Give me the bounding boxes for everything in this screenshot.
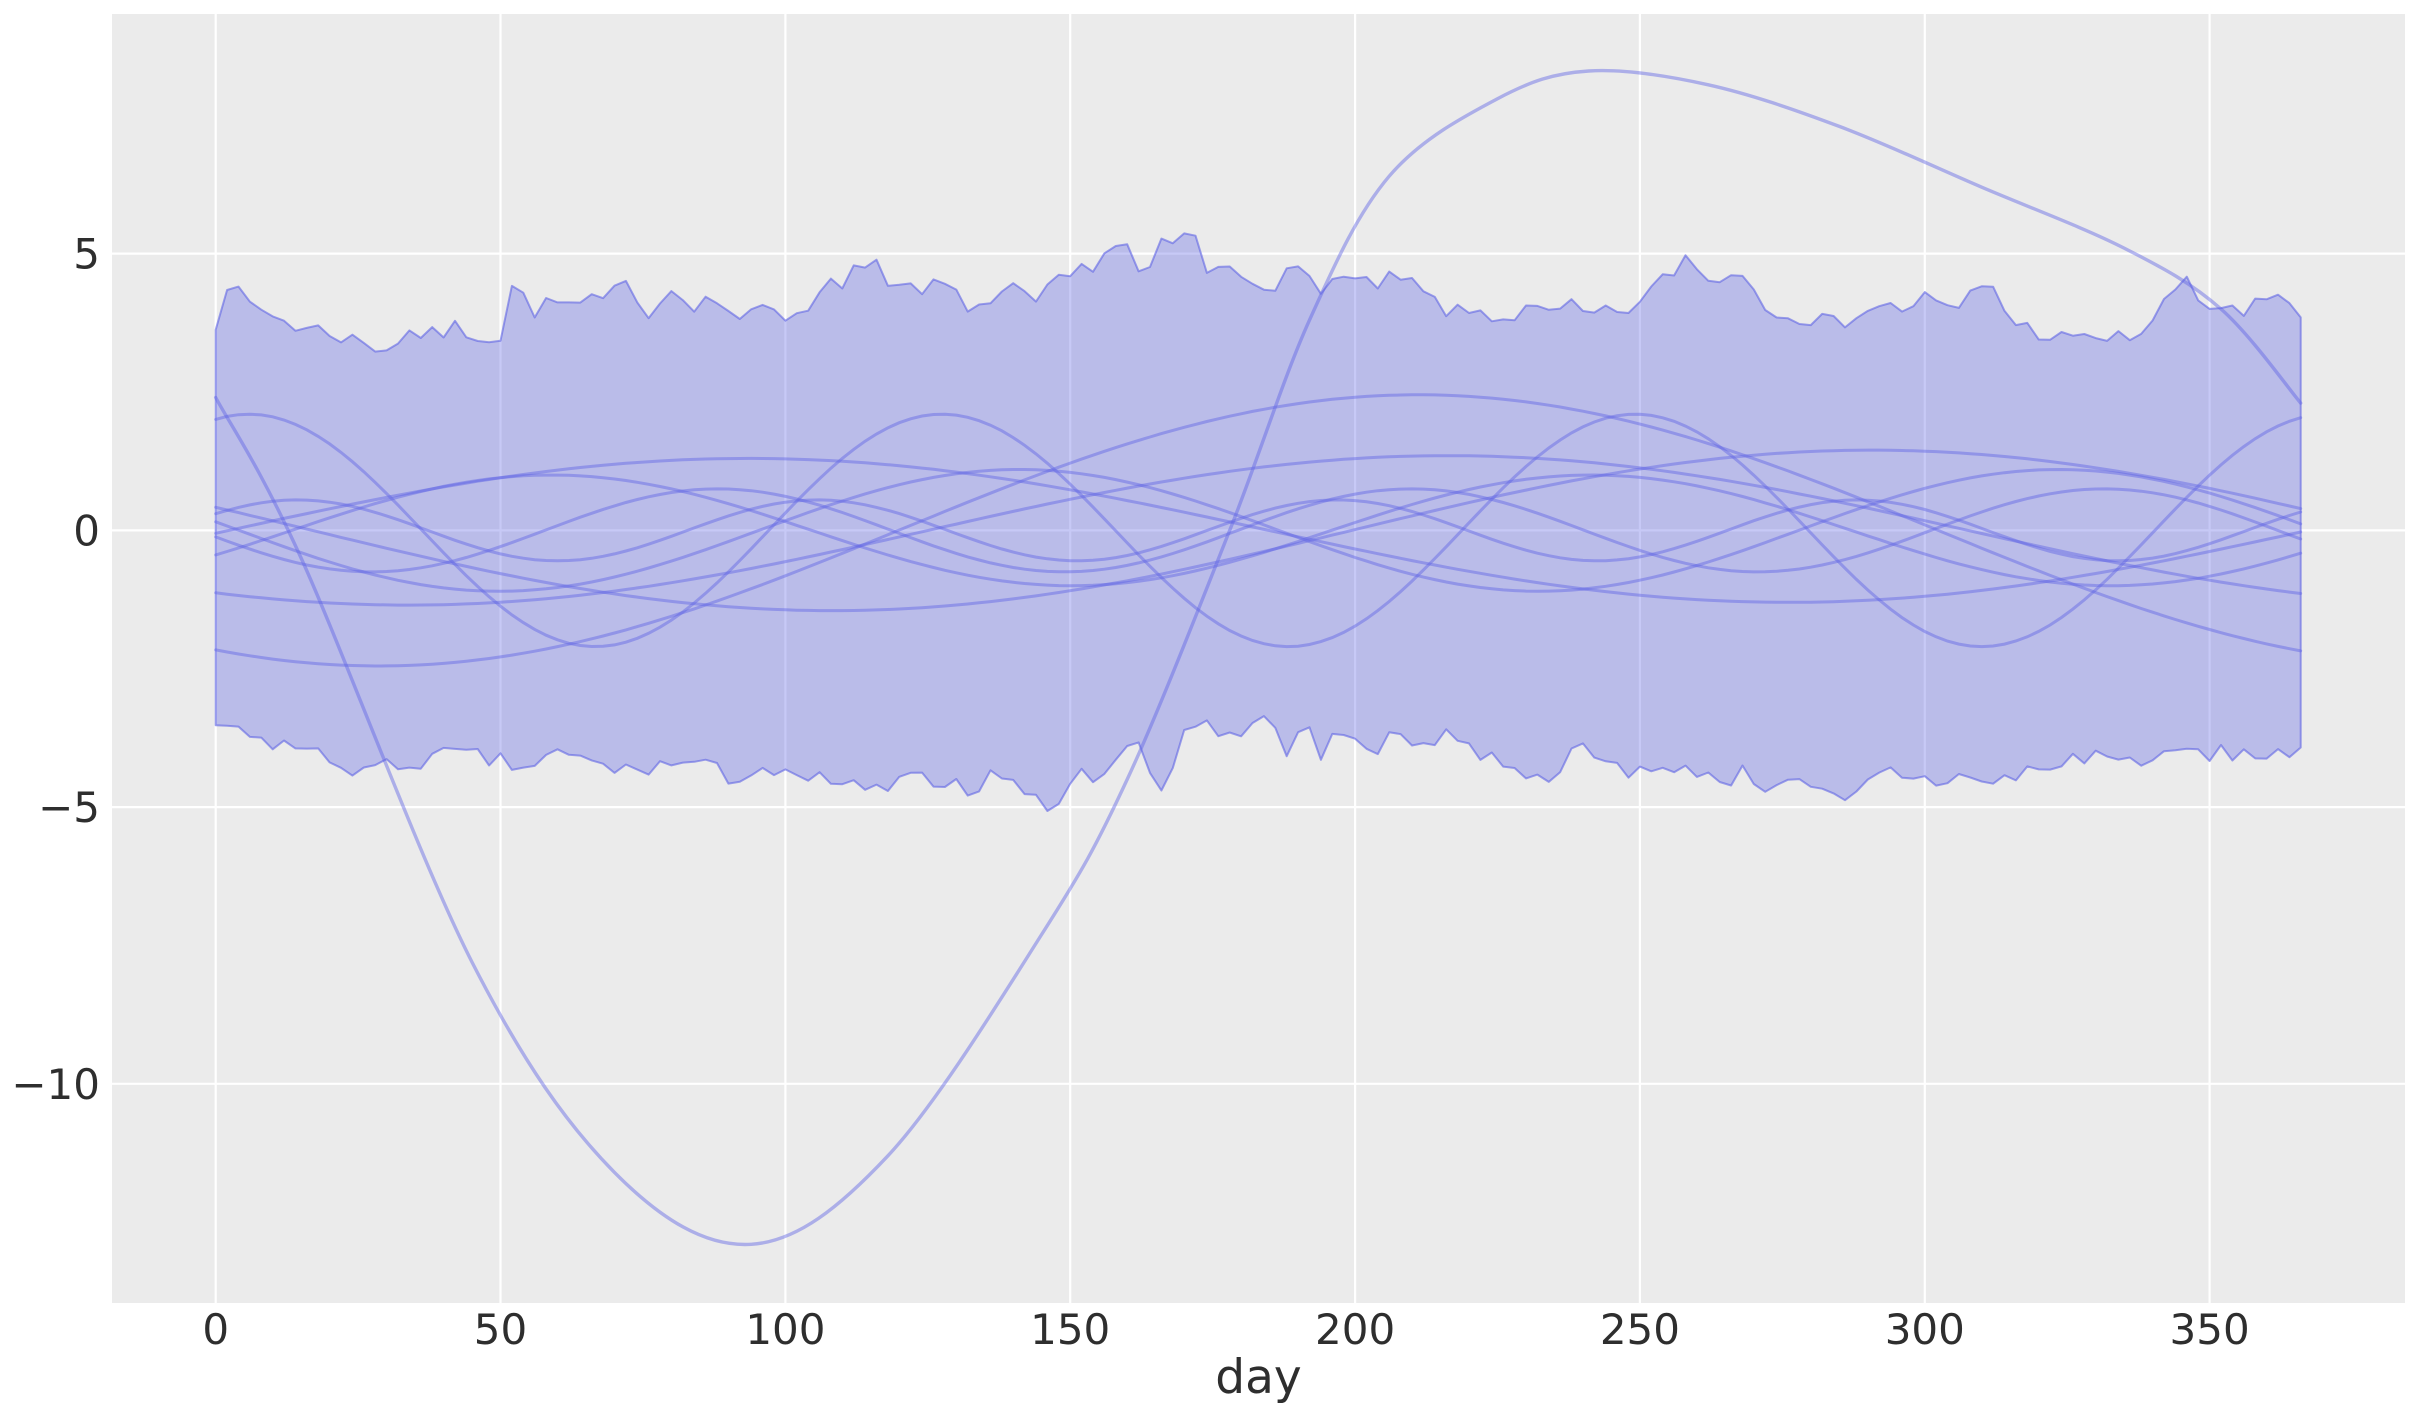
x-tick-label: 150 — [1030, 1305, 1110, 1354]
series-line-sine-5 — [214, 487, 2303, 574]
x-axis-label: day — [1215, 1350, 1302, 1405]
plot-artists — [214, 68, 2303, 1247]
grid — [112, 14, 2405, 1303]
x-tick-label: 0 — [202, 1305, 229, 1354]
y-tick-label: 0 — [73, 506, 100, 555]
y-tick-label: 5 — [73, 230, 100, 279]
series-line-sine-1 — [214, 412, 2303, 649]
x-tick-label: 350 — [2170, 1305, 2250, 1354]
series-line-sine-2 — [214, 448, 2303, 613]
plot-background — [112, 14, 2405, 1303]
series-line-sine-7 — [214, 454, 2303, 607]
y-tick-label: −5 — [38, 783, 100, 832]
x-tick-label: 300 — [1885, 1305, 1965, 1354]
series-line-sine-4 — [214, 456, 2303, 604]
series-line-sine-8 — [214, 393, 2303, 668]
x-tick-label: 250 — [1600, 1305, 1680, 1354]
x-tick-label: 200 — [1315, 1305, 1395, 1354]
y-tick-label: −10 — [11, 1060, 100, 1109]
x-tick-label: 50 — [474, 1305, 527, 1354]
series-line-sine-6 — [214, 473, 2303, 588]
band-area — [214, 232, 2302, 812]
x-tick-label: 100 — [745, 1305, 825, 1354]
outlier-line — [214, 68, 2303, 1247]
series-line-sine-9 — [214, 498, 2303, 563]
series-line-sine-3 — [214, 467, 2303, 593]
